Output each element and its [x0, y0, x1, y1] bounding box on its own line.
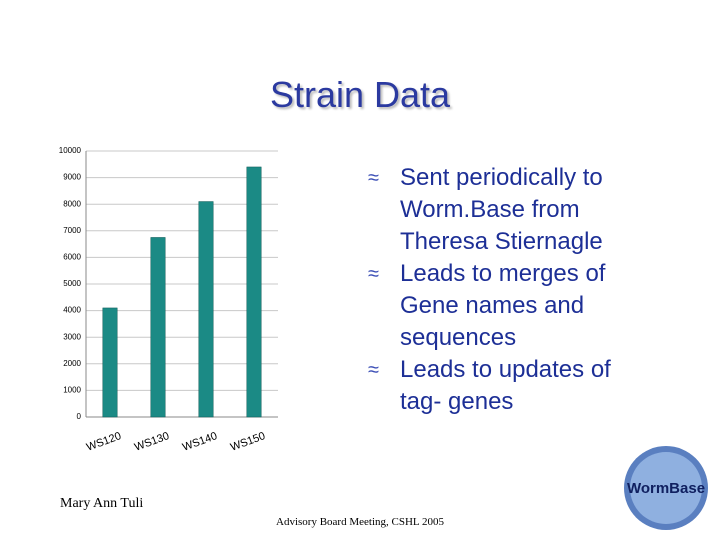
author: Mary Ann Tuli: [60, 496, 144, 511]
bullet: ≈ Leads to merges of Gene names and seque…: [368, 258, 668, 354]
y-tick-label: 4000: [63, 306, 81, 315]
y-tick-label: 3000: [63, 332, 81, 341]
bullet: ≈ Sent periodically to Worm.Base from The…: [368, 162, 668, 258]
y-tick-label: 10000: [59, 146, 82, 155]
x-tick-label: WS120: [85, 430, 123, 454]
y-tick-label: 7000: [63, 226, 81, 235]
x-tick-label: WS140: [181, 430, 219, 454]
bar: [150, 237, 166, 418]
bullet-symbol: ≈: [368, 359, 379, 381]
logo-text: WormBase: [627, 480, 705, 497]
footer: Advisory Board Meeting, CSHL 2005: [276, 516, 444, 528]
bullet: ≈ Leads to updates of tag- genes: [368, 354, 668, 418]
logo: WormBase: [624, 446, 708, 530]
slide-title: Strain Data: [269, 74, 451, 115]
y-tick-label: 9000: [63, 173, 81, 182]
bullet-text: Sent periodically to Worm.Base from Ther…: [400, 164, 603, 255]
y-tick-label: 0: [77, 412, 82, 421]
bullet-symbol: ≈: [368, 263, 379, 285]
bullet-text: Leads to merges of Gene names and sequen…: [400, 260, 606, 351]
bullet-text: Leads to updates of tag- genes: [400, 356, 611, 415]
y-tick-label: 1000: [63, 386, 81, 395]
bar: [102, 307, 118, 418]
y-tick-label: 6000: [63, 253, 81, 262]
y-tick-label: 5000: [63, 279, 81, 288]
bar: [246, 166, 262, 418]
x-tick-label: WS130: [133, 430, 171, 454]
logo-inner: [630, 452, 702, 524]
bullet-list: ≈ Sent periodically to Worm.Base from The…: [368, 162, 668, 418]
y-tick-label: 8000: [63, 199, 81, 208]
bullet-symbol: ≈: [368, 167, 379, 189]
y-tick-label: 2000: [63, 359, 81, 368]
x-tick-label: WS150: [229, 430, 267, 454]
bar: [198, 201, 214, 418]
